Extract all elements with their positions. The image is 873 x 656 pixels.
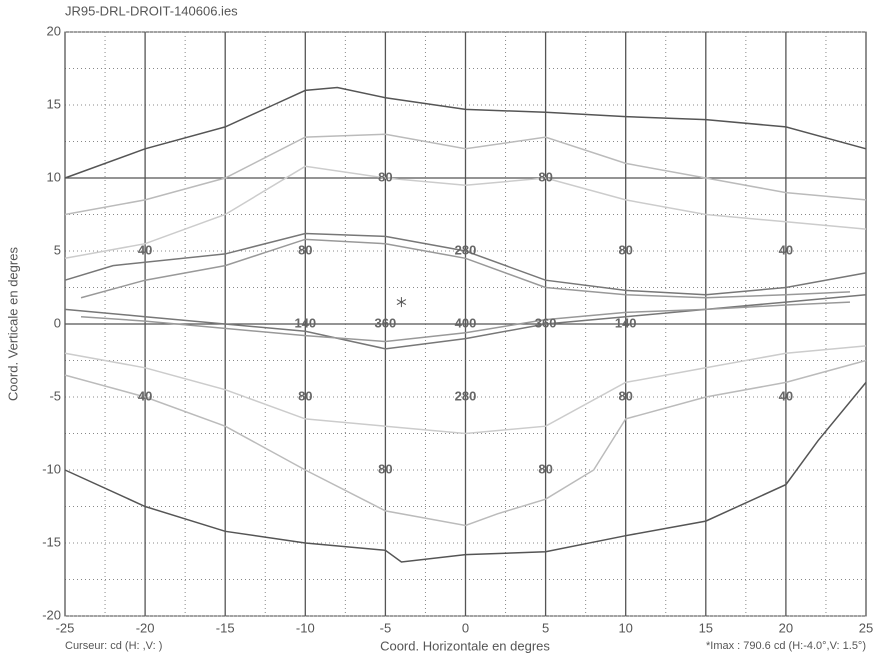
- contour-line: [64, 359, 867, 527]
- y-tick-label: -5: [49, 388, 61, 403]
- contour-label: 80: [538, 169, 552, 184]
- x-tick-label: -25: [56, 620, 75, 635]
- x-tick-label: 5: [542, 620, 549, 635]
- x-tick-label: 10: [618, 620, 632, 635]
- max-marker-stroke: [396, 299, 407, 306]
- contour-label: 400: [455, 315, 477, 330]
- x-tick-label: -15: [216, 620, 235, 635]
- contour-label: 280: [455, 242, 477, 257]
- y-tick-label: 15: [47, 96, 61, 111]
- contour-line: [64, 345, 867, 435]
- contour-label: 40: [779, 388, 793, 403]
- x-axis-label: Coord. Horizontale en degres: [380, 638, 550, 653]
- contour-label: 280: [455, 388, 477, 403]
- x-tick-label: 0: [462, 620, 469, 635]
- contour-line: [64, 232, 867, 296]
- y-tick-label: -20: [42, 607, 61, 622]
- y-tick-label: 10: [47, 169, 61, 184]
- contour-label: 140: [294, 315, 316, 330]
- contour-label: 360: [535, 315, 557, 330]
- y-tick-label: -15: [42, 534, 61, 549]
- contour-label: 360: [375, 315, 397, 330]
- x-tick-label: 15: [699, 620, 713, 635]
- x-tick-label: 25: [859, 620, 873, 635]
- y-tick-label: 20: [47, 23, 61, 38]
- contour-label: 40: [779, 242, 793, 257]
- y-tick-label: -10: [42, 461, 61, 476]
- contour-label: 80: [618, 242, 632, 257]
- contour-line: [64, 133, 867, 216]
- chart-title: JR95-DRL-DROIT-140606.ies: [65, 3, 238, 18]
- contour-line: [64, 294, 867, 350]
- x-tick-label: -20: [136, 620, 155, 635]
- contour-line: [80, 301, 851, 343]
- x-tick-label: 20: [779, 620, 793, 635]
- contour-label: 80: [298, 242, 312, 257]
- cursor-info: Curseur: cd (H: ,V: ): [65, 640, 162, 652]
- contour-label: 80: [538, 461, 552, 476]
- y-tick-label: 0: [54, 315, 61, 330]
- max-info: *Imax : 790.6 cd (H:-4.0°,V: 1.5°): [706, 640, 866, 652]
- contour-line: [80, 238, 851, 299]
- x-tick-label: -10: [296, 620, 315, 635]
- contour-line: [64, 165, 867, 260]
- contour-label: 80: [618, 388, 632, 403]
- contour-label: 40: [138, 242, 152, 257]
- contour-label: 80: [378, 169, 392, 184]
- max-marker: [396, 297, 407, 308]
- contour-line: [64, 86, 867, 179]
- contour-label: 80: [378, 461, 392, 476]
- contour-line: [64, 381, 867, 563]
- x-tick-label: -5: [380, 620, 392, 635]
- y-axis-label: Coord. Verticale en degres: [5, 247, 20, 401]
- contour-label: 140: [615, 315, 637, 330]
- y-tick-label: 5: [54, 242, 61, 257]
- contour-label: 40: [138, 388, 152, 403]
- contour-label: 80: [298, 388, 312, 403]
